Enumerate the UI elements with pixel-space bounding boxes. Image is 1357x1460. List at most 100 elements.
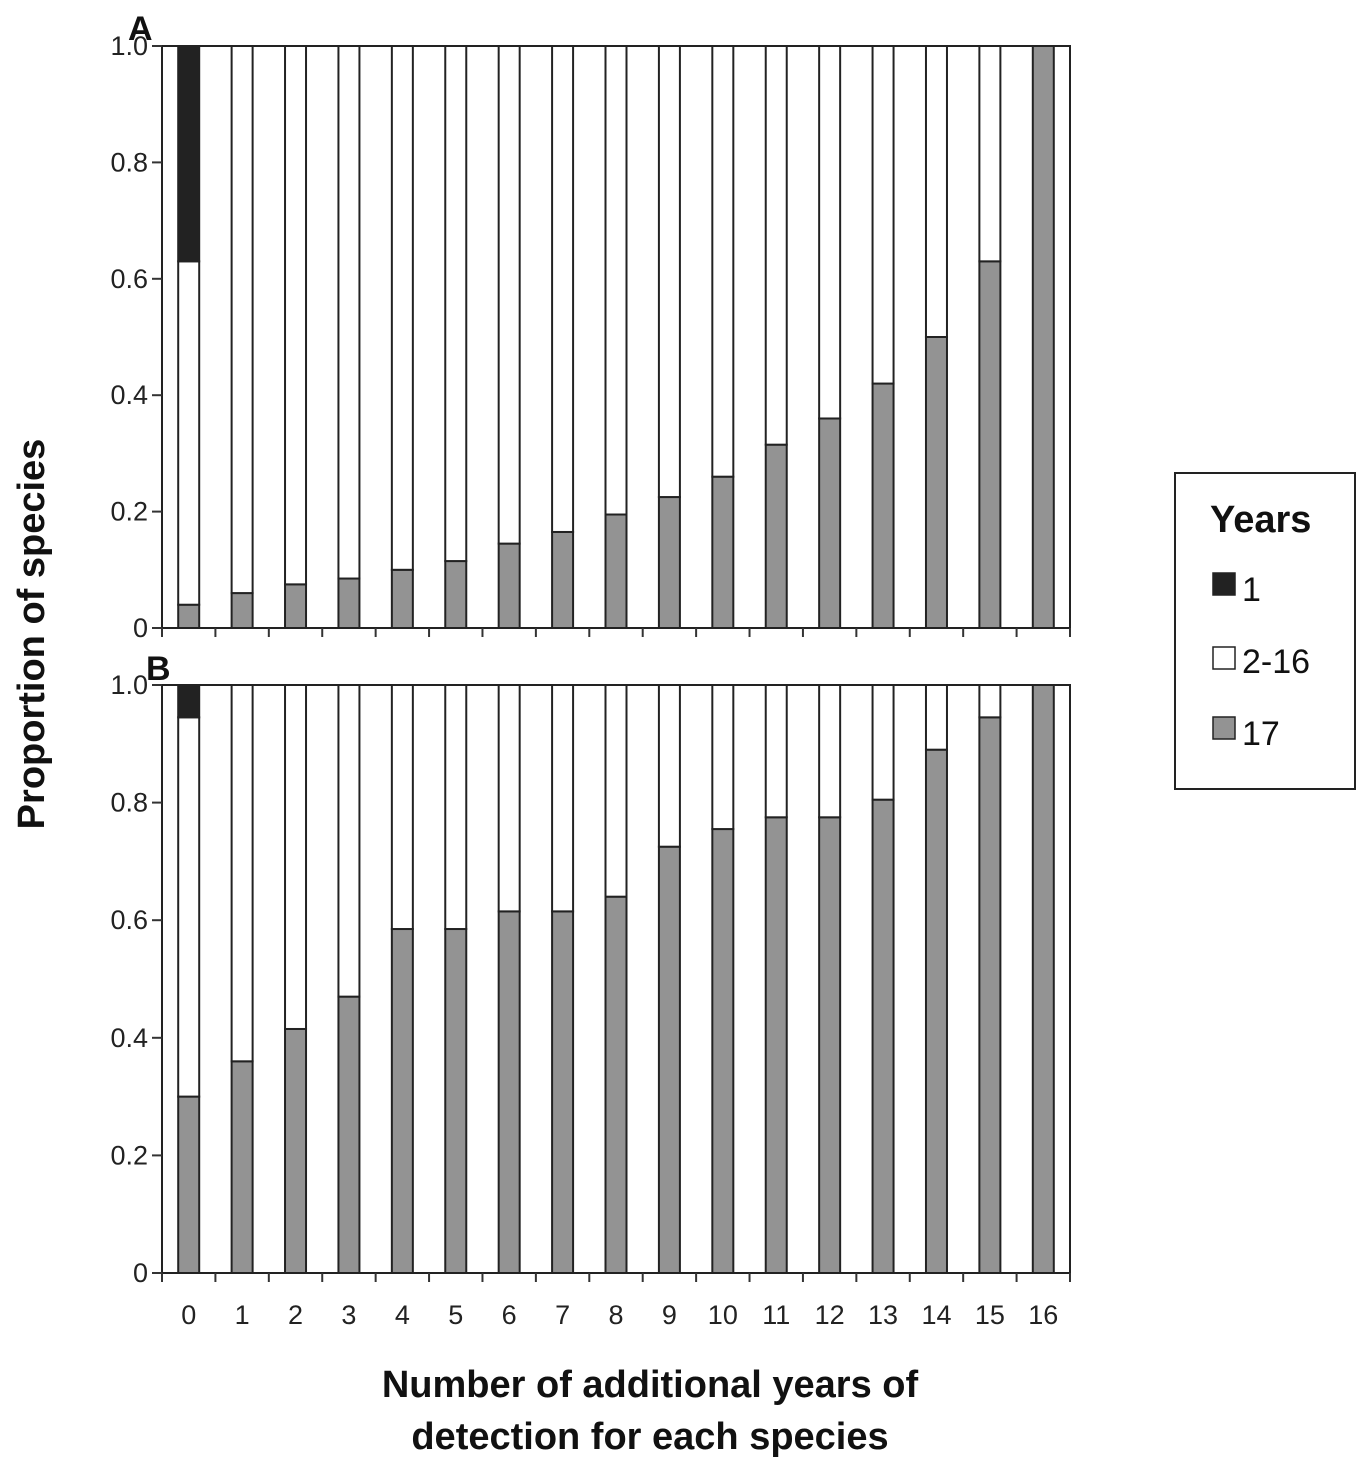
panel-b-y-tick-label: 0.8	[110, 788, 148, 818]
panel-b-bar-12-years-2-16	[818, 684, 842, 819]
panel-a-bar-6-years-17	[497, 542, 521, 629]
panel-a-bar-2-years-2-16	[284, 45, 308, 586]
panel-a-bar-1-years-2-16	[230, 45, 254, 595]
panel-label-a: A	[128, 10, 153, 48]
panel-a-bar-2-years-17	[284, 583, 308, 629]
panel-b-bar-4-years-2-16	[390, 684, 414, 931]
panel-a-bar-6-years-2-16	[497, 45, 521, 545]
x-tick-label-11: 11	[762, 1300, 790, 1330]
x-tick-label-13: 13	[868, 1300, 898, 1330]
panel-b-y-tick-label: 0	[133, 1258, 148, 1288]
panel-b-bar-16-years-17	[1031, 684, 1055, 1274]
panel-b-bar-1-years-17	[230, 1060, 254, 1274]
panel-a-y-tick-label: 0.2	[110, 497, 148, 527]
panel-b-y-tick-label: 1.0	[110, 670, 148, 700]
x-tick-label-2: 2	[288, 1300, 303, 1330]
panel-a-bar-9-years-17	[657, 496, 681, 629]
panel-a-bar-3-years-2-16	[337, 45, 361, 580]
panel-b-bar-2-years-2-16	[284, 684, 308, 1030]
panel-b-bar-15-years-2-16	[978, 684, 1002, 719]
x-tick-label-16: 16	[1028, 1300, 1058, 1330]
panel-b-bar-8-years-2-16	[604, 684, 628, 898]
panel-b-bar-6-years-17	[497, 910, 521, 1274]
panel-b-bar-9-years-2-16	[657, 684, 681, 848]
panel-b-bar-14-years-17	[924, 748, 948, 1274]
panel-a-bar-8-years-17	[604, 513, 628, 630]
panel-a-bar-14-years-2-16	[924, 45, 948, 338]
panel-label-b: B	[146, 650, 171, 688]
panel-a-bar-4-years-2-16	[390, 45, 414, 571]
panel-b-bar-13-years-2-16	[871, 684, 895, 801]
panel-b-y-tick-label: 0.2	[110, 1140, 148, 1170]
panel-a-bar-10-years-17	[711, 475, 735, 629]
legend-label-2-16: 2-16	[1242, 643, 1310, 681]
panel-b-y-tick-label: 0.4	[110, 1023, 148, 1053]
x-tick-label-0: 0	[181, 1300, 196, 1330]
panel-a: 0 0.2 0.4 0.6 0.8 1.0	[110, 31, 1071, 643]
x-tick-label-6: 6	[502, 1300, 517, 1330]
panel-a-bar-12-years-17	[818, 417, 842, 630]
panel-b-y-tick-label: 0.6	[110, 905, 148, 935]
panel-a-bar-13-years-17	[871, 382, 895, 629]
x-tick-label-4: 4	[395, 1300, 410, 1330]
x-tick-label-14: 14	[921, 1300, 951, 1330]
panel-b-bar-9-years-17	[657, 845, 681, 1274]
panel-b-bar-12-years-17	[818, 816, 842, 1274]
x-tick-label-7: 7	[555, 1300, 570, 1330]
legend-swatch-2-16	[1212, 646, 1236, 670]
panel-a-y-tick-label: 0.6	[110, 264, 148, 294]
x-tick-label-1: 1	[235, 1300, 250, 1330]
panel-b-bar-2-years-17	[284, 1027, 308, 1274]
panel-b-bar-14-years-2-16	[924, 684, 948, 751]
panel-a-bar-4-years-17	[390, 568, 414, 629]
panel-a-bar-5-years-17	[444, 560, 468, 630]
x-tick-label-10: 10	[708, 1300, 738, 1330]
panel-a-bar-1-years-17	[230, 592, 254, 630]
panel-a-bar-3-years-17	[337, 577, 361, 630]
x-tick-label-12: 12	[815, 1300, 845, 1330]
legend-label-1: 1	[1242, 571, 1261, 609]
panel-b-bar-4-years-17	[390, 928, 414, 1275]
x-axis: 0 1 2 3 4 5 6 7 8 9 10 11 12 13 14 15 16	[181, 1300, 1058, 1330]
panel-b: 0 0.2 0.4 0.6 0.8 1.0	[110, 670, 1071, 1288]
panel-b-bar-0-years-2-16	[177, 716, 201, 1098]
panel-b-bar-5-years-2-16	[444, 684, 468, 931]
panel-a-y-tick-label: 0	[133, 613, 148, 643]
panel-b-bar-3-years-17	[337, 995, 361, 1274]
panel-b-bar-3-years-2-16	[337, 684, 361, 998]
panel-b-bar-10-years-17	[711, 828, 735, 1274]
panel-a-bar-7-years-2-16	[551, 45, 575, 533]
panel-a-bar-12-years-2-16	[818, 45, 842, 420]
panel-a-y-tick-label: 0.8	[110, 147, 148, 177]
panel-b-bar-5-years-17	[444, 928, 468, 1275]
legend-swatch-17	[1212, 716, 1236, 740]
y-axis-title: Proportion of species	[11, 439, 53, 830]
panel-b-bar-10-years-2-16	[711, 684, 735, 831]
x-tick-label-15: 15	[975, 1300, 1005, 1330]
panel-b-bar-15-years-17	[978, 716, 1002, 1274]
panel-a-bar-14-years-17	[924, 336, 948, 629]
panel-a-bar-0-years-1	[177, 45, 201, 263]
panel-b-bar-11-years-2-16	[764, 684, 788, 819]
legend-swatch-1	[1212, 572, 1236, 596]
x-tick-label-9: 9	[662, 1300, 677, 1330]
panel-b-bar-0-years-1	[177, 684, 201, 719]
panel-b-bar-13-years-17	[871, 798, 895, 1274]
x-axis-title-line-2: detection for each species	[411, 1416, 888, 1458]
panel-a-bar-15-years-2-16	[978, 45, 1002, 263]
panel-b-bar-7-years-17	[551, 910, 575, 1274]
legend-label-17: 17	[1242, 715, 1280, 753]
x-tick-label-5: 5	[448, 1300, 463, 1330]
legend: Years 1 2-16 17	[1174, 472, 1356, 790]
panel-a-bar-0-years-2-16	[177, 260, 201, 606]
panel-a-bar-11-years-2-16	[764, 45, 788, 446]
panel-a-bar-13-years-2-16	[871, 45, 895, 385]
panel-b-bar-1-years-2-16	[230, 684, 254, 1063]
panel-b-bar-6-years-2-16	[497, 684, 521, 913]
legend-frame	[1174, 472, 1356, 790]
panel-a-y-tick-label: 1.0	[110, 31, 148, 61]
legend-title: Years	[1210, 499, 1311, 541]
panel-a-bar-11-years-17	[764, 443, 788, 630]
panel-b-bar-7-years-2-16	[551, 684, 575, 913]
panel-b-bar-11-years-17	[764, 816, 788, 1274]
